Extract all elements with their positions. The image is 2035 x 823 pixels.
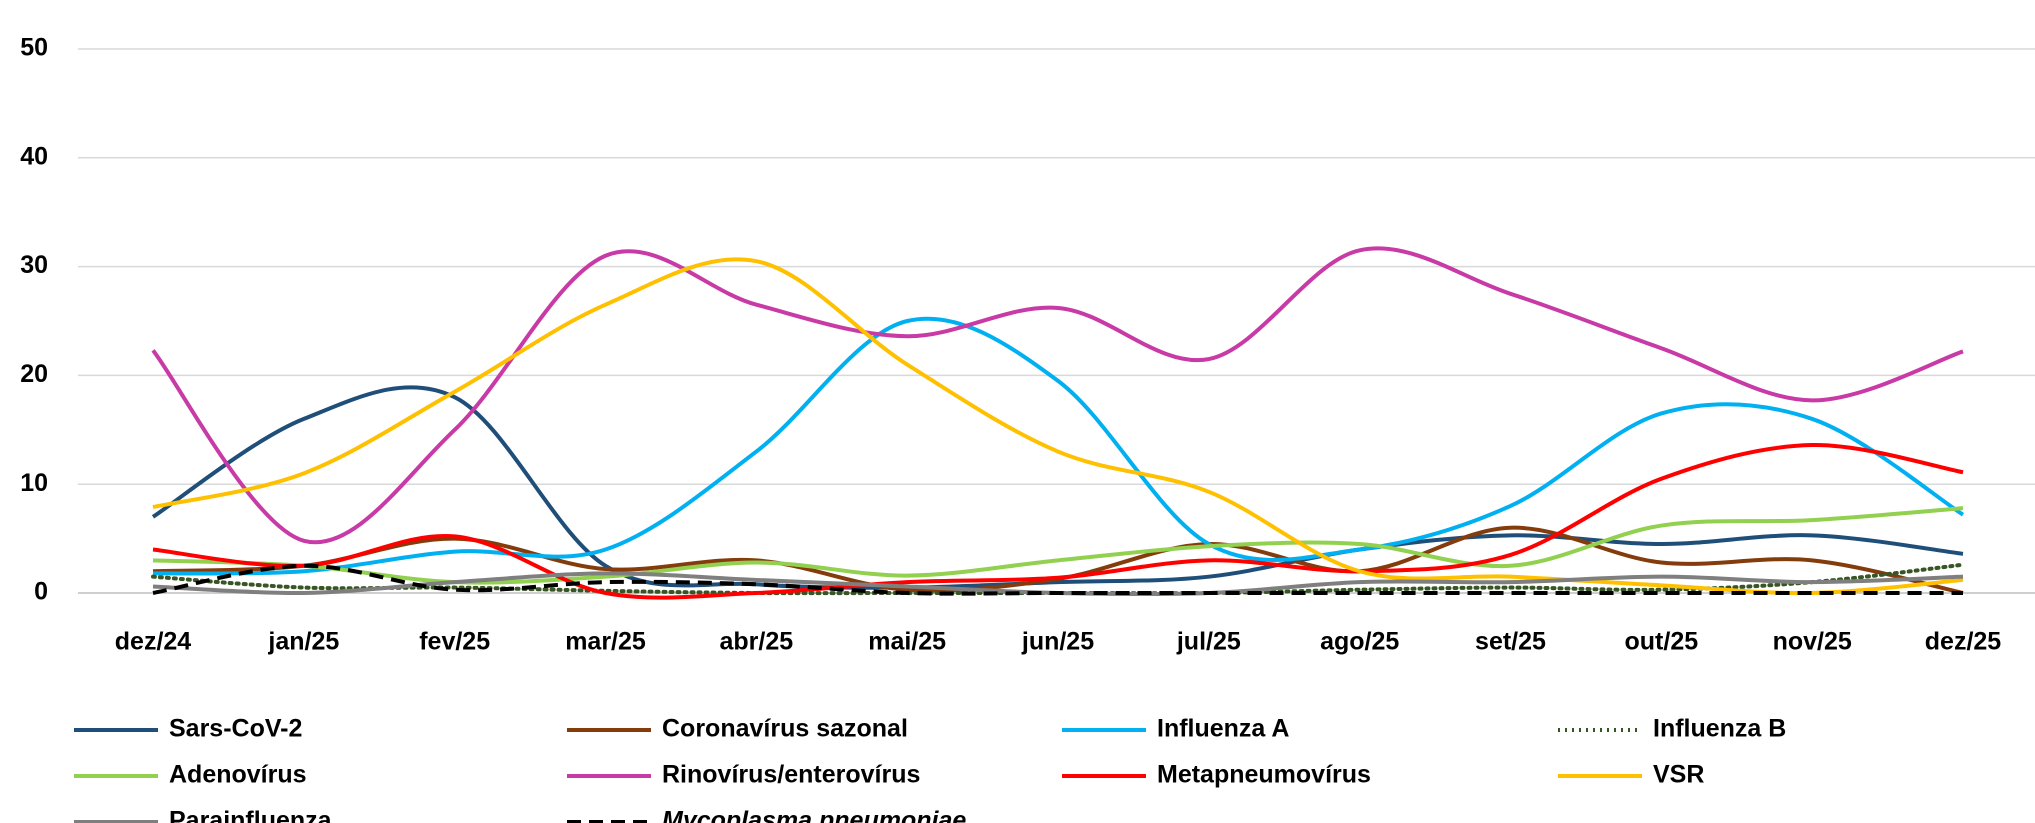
x-tick-label: ago/25 <box>1320 628 1399 656</box>
legend-label: Parainfluenza <box>169 807 333 823</box>
legend-label: VSR <box>1653 761 1704 789</box>
series-line <box>152 563 1963 596</box>
y-tick-label: 50 <box>20 34 48 62</box>
x-tick-label: abr/25 <box>719 628 793 656</box>
series-line <box>152 506 1964 585</box>
legend-label: Coronavírus sazonal <box>662 715 908 743</box>
legend-label: Metapneumovírus <box>1157 761 1371 789</box>
legend-label: Influenza A <box>1157 715 1289 743</box>
series-line <box>152 443 1964 600</box>
x-tick-label: nov/25 <box>1773 628 1852 656</box>
x-tick-label: dez/25 <box>1925 628 2002 656</box>
legend-label: Mycoplasma pneumoniae <box>662 807 966 823</box>
series-line <box>151 246 1964 545</box>
x-tick-label: jan/25 <box>267 628 339 656</box>
y-tick-label: 30 <box>20 251 48 279</box>
series-line <box>151 385 1964 590</box>
legend-label: Rinovírus/enterovírus <box>662 761 920 789</box>
legend-label: Influenza B <box>1653 715 1786 743</box>
series-line <box>152 257 1964 596</box>
legend-label: Sars-CoV-2 <box>169 715 302 743</box>
series-line <box>152 316 1965 576</box>
x-tick-label: dez/24 <box>115 628 192 656</box>
y-tick-label: 40 <box>20 142 48 170</box>
legend-label: Adenovírus <box>169 761 307 789</box>
x-tick-label: fev/25 <box>419 628 490 656</box>
x-tick-label: jul/25 <box>1176 628 1241 656</box>
x-tick-label: out/25 <box>1625 628 1699 656</box>
y-tick-label: 10 <box>20 469 48 497</box>
y-tick-label: 20 <box>20 360 48 388</box>
y-tick-label: 0 <box>34 578 48 606</box>
x-tick-label: mar/25 <box>565 628 646 656</box>
x-tick-label: set/25 <box>1475 628 1546 656</box>
x-tick-label: mai/25 <box>868 628 946 656</box>
x-tick-label: jun/25 <box>1021 628 1094 656</box>
